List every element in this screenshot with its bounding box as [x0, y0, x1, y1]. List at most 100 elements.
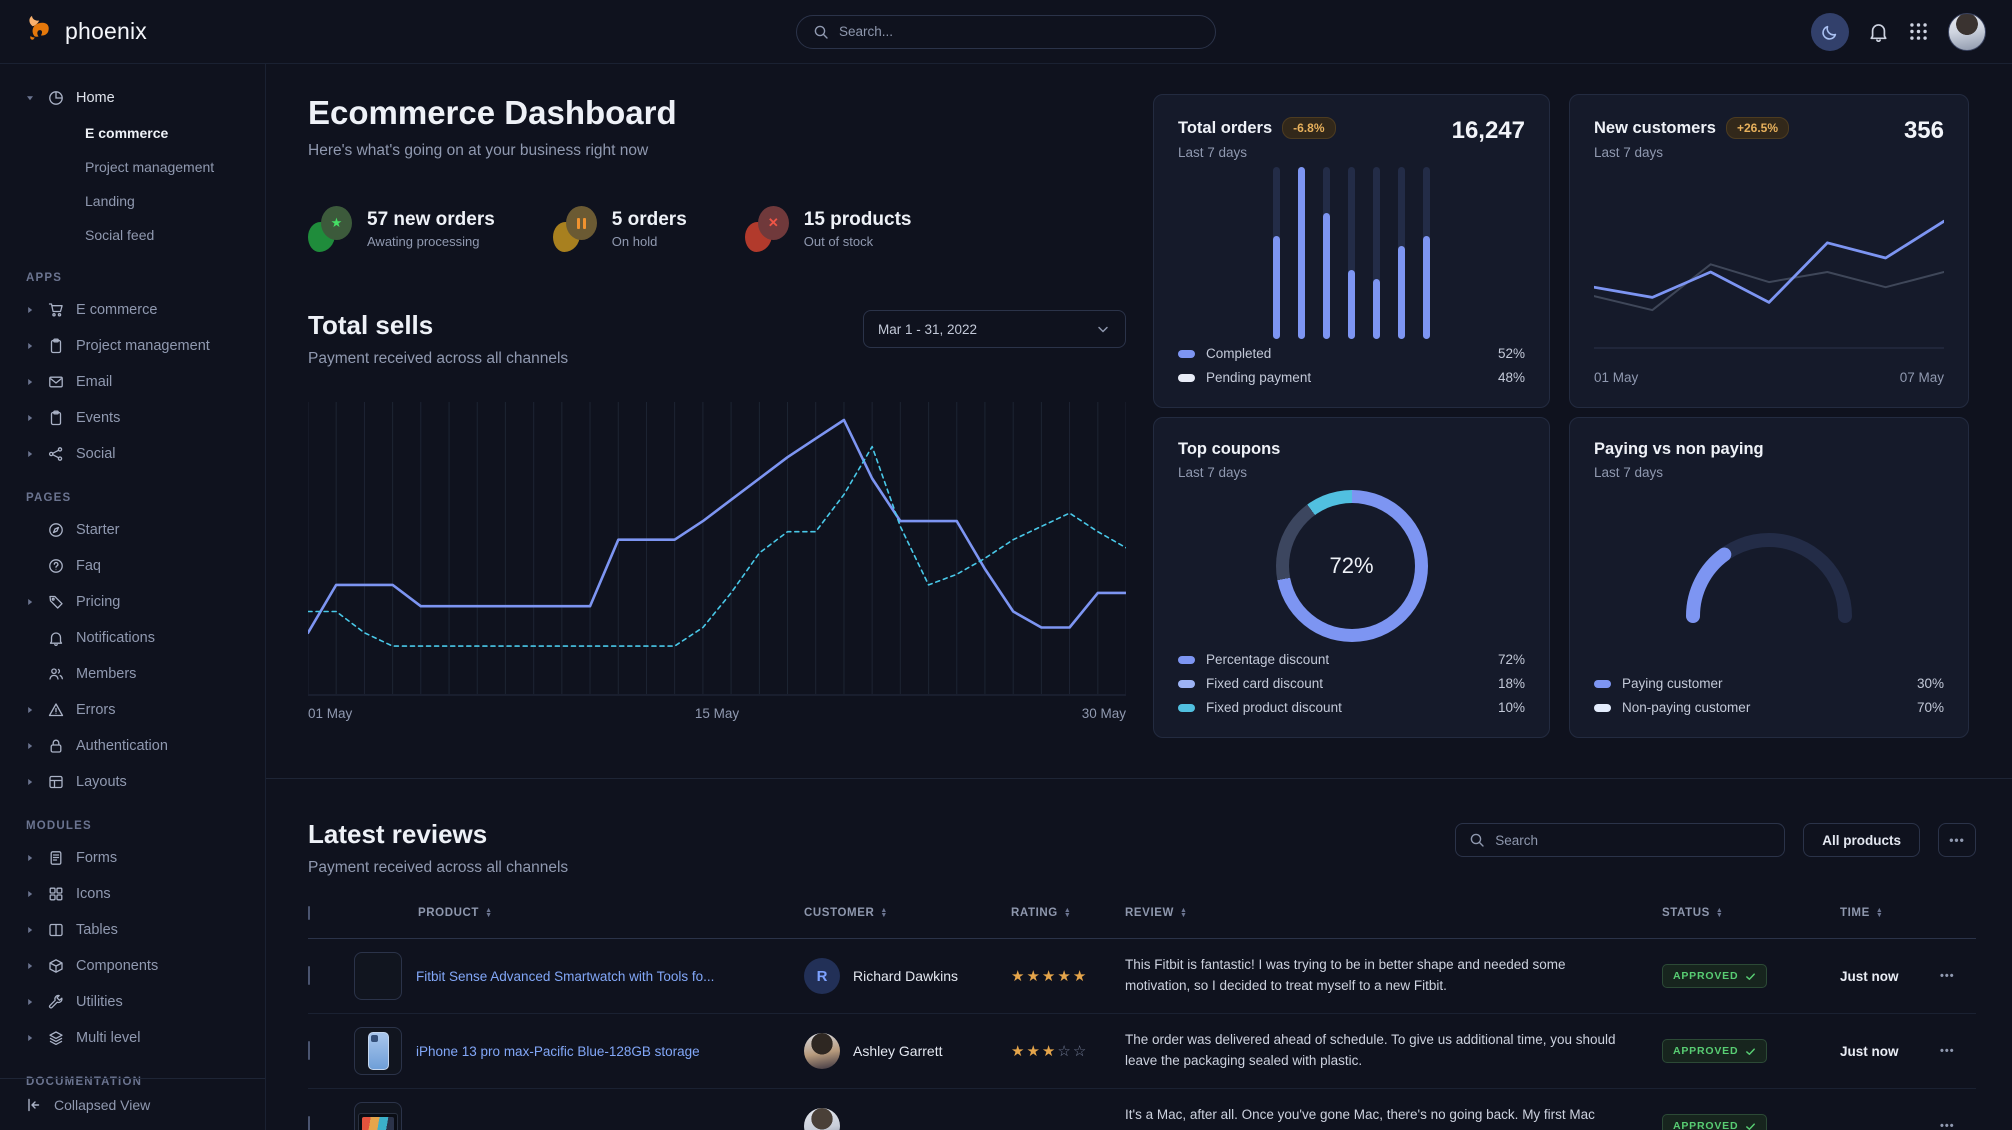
x-stat-icon: ✕ — [744, 206, 789, 252]
legend-value: 30% — [1916, 676, 1944, 691]
clipboard-icon — [48, 410, 64, 426]
caret-right-icon — [26, 998, 36, 1006]
sidebar-item-tables[interactable]: Tables — [0, 912, 265, 948]
row-actions-button[interactable]: ••• — [1940, 970, 1955, 982]
sidebar-item-forms[interactable]: Forms — [0, 840, 265, 876]
row-checkbox[interactable] — [308, 1116, 310, 1130]
moon-icon — [1821, 23, 1839, 41]
top-coupons-legend: Percentage discount 72% Fixed card discoun… — [1178, 652, 1525, 715]
sidebar-subitem-e-commerce[interactable]: E commerce — [85, 125, 169, 141]
sidebar-item-utilities[interactable]: Utilities — [0, 984, 265, 1020]
caret-right-icon — [26, 306, 36, 314]
total-orders-bar-chart — [1273, 167, 1430, 339]
table-row: It's a Mac, after all. Once you've gone … — [308, 1089, 1976, 1130]
top-coupons-legend-item: Percentage discount 72% — [1178, 652, 1525, 667]
sidebar-item-icons[interactable]: Icons — [0, 876, 265, 912]
sidebar-item-faq[interactable]: Faq — [0, 548, 265, 584]
all-products-button[interactable]: All products — [1803, 823, 1920, 857]
sidebar-item-events[interactable]: Events — [0, 400, 265, 436]
users-icon — [48, 666, 64, 682]
apps-menu-button[interactable] — [1908, 21, 1929, 42]
sidebar-item-project-management[interactable]: Project management — [0, 328, 265, 364]
search-icon — [813, 24, 829, 40]
share-icon — [48, 446, 64, 462]
sidebar-item-notifications[interactable]: Notifications — [0, 620, 265, 656]
legend-label: Pending payment — [1206, 370, 1312, 385]
sidebar-item-social[interactable]: Social — [0, 436, 265, 472]
date-range-select[interactable]: Mar 1 - 31, 2022 — [863, 310, 1126, 348]
sidebar-subitem-social-feed[interactable]: Social feed — [85, 227, 155, 243]
legend-value: 18% — [1497, 676, 1525, 691]
new-customers-badge: +26.5% — [1725, 117, 1790, 139]
notifications-button[interactable] — [1868, 21, 1889, 42]
product-link[interactable]: iPhone 13 pro max-Pacific Blue-128GB sto… — [416, 1043, 700, 1059]
sidebar-item-members[interactable]: Members — [0, 656, 265, 692]
stat-disc: ✕ — [757, 206, 789, 240]
star-icon: ★ — [1057, 968, 1073, 985]
phoenix-logo-icon — [26, 14, 56, 49]
top-coupons-title: Top coupons — [1178, 440, 1281, 458]
sidebar-item-pricing[interactable]: Pricing — [0, 584, 265, 620]
column-header-time[interactable]: TIME ▲ ▼ — [1840, 907, 1884, 920]
row-actions-button[interactable]: ••• — [1940, 1120, 1955, 1130]
sidebar-item-layouts[interactable]: Layouts — [0, 764, 265, 800]
sidebar-subitem-project-management[interactable]: Project management — [85, 159, 215, 175]
new-customers-period: Last 7 days — [1594, 145, 1664, 160]
sidebar-subitem-landing[interactable]: Landing — [85, 193, 135, 209]
product-thumbnail[interactable] — [354, 952, 402, 1000]
column-header-status[interactable]: STATUS ▲ ▼ — [1662, 907, 1724, 920]
cart-icon — [48, 302, 64, 318]
total-orders-value: 16,247 — [1451, 117, 1525, 144]
reviews-search[interactable] — [1455, 823, 1786, 857]
legend-swatch — [1594, 679, 1611, 688]
sidebar-item-starter[interactable]: Starter — [0, 512, 265, 548]
sidebar-item-home[interactable]: Home — [0, 80, 265, 116]
date-range-value: Mar 1 - 31, 2022 — [878, 321, 978, 337]
sidebar-item-label: Forms — [76, 850, 118, 866]
total-orders-badge: -6.8% — [1282, 117, 1336, 139]
sidebar-item-label: Tables — [76, 922, 118, 938]
bell-icon — [48, 630, 64, 646]
stat-sublabel: On hold — [611, 234, 658, 249]
column-header-rating[interactable]: RATING ▲ ▼ — [1011, 907, 1072, 920]
product-link[interactable]: Fitbit Sense Advanced Smartwatch with To… — [416, 968, 715, 984]
sidebar-item-authentication[interactable]: Authentication — [0, 728, 265, 764]
row-actions-button[interactable]: ••• — [1940, 1045, 1955, 1057]
sidebar-item-components[interactable]: Components — [0, 948, 265, 984]
sidebar-item-multi-level[interactable]: Multi level — [0, 1020, 265, 1056]
customer-cell: R Richard Dawkins — [804, 958, 1011, 994]
column-header-product[interactable]: PRODUCT ▲ ▼ — [418, 907, 493, 920]
sidebar-item-email[interactable]: Email — [0, 364, 265, 400]
caret-right-icon — [26, 926, 36, 934]
stat-text: 15 products Out of stock — [804, 209, 912, 249]
legend-value: 10% — [1497, 700, 1525, 715]
brand[interactable]: phoenix — [26, 14, 147, 49]
select-all-checkbox[interactable] — [308, 906, 310, 921]
topbar-search-input[interactable] — [839, 24, 1199, 39]
column-header-customer[interactable]: CUSTOMER ▲ ▼ — [804, 907, 888, 920]
sidebar-item-e-commerce[interactable]: E commerce — [0, 292, 265, 328]
order-bar — [1323, 167, 1330, 339]
star-icon: ☆ — [1072, 1043, 1089, 1060]
top-coupons-card: Top coupons Last 7 days 72% Percentage d… — [1153, 417, 1550, 738]
sidebar-section-label: DOCUMENTATION — [26, 1076, 143, 1088]
total-sells-chart: 01 May 15 May 30 May — [308, 398, 1126, 721]
caret-right-icon — [26, 378, 36, 386]
topbar-search[interactable] — [796, 14, 1216, 49]
sidebar-item-errors[interactable]: Errors — [0, 692, 265, 728]
row-checkbox[interactable] — [308, 966, 310, 985]
status-badge: APPROVED — [1662, 964, 1768, 988]
topbar: phoenix — [0, 0, 2012, 64]
reviews-more-button[interactable]: ••• — [1938, 823, 1976, 857]
top-coupons-donut-chart: 72% — [1275, 490, 1428, 642]
product-cell: Fitbit Sense Advanced Smartwatch with To… — [354, 952, 804, 1000]
product-thumbnail[interactable] — [354, 1102, 402, 1130]
user-avatar[interactable] — [1948, 12, 1986, 51]
product-thumbnail[interactable] — [354, 1027, 402, 1075]
collapse-sidebar-button[interactable]: Collapsed View — [0, 1078, 265, 1130]
laptop-thumb-art — [358, 1113, 398, 1130]
row-checkbox[interactable] — [308, 1041, 310, 1060]
reviews-search-input[interactable] — [1495, 832, 1772, 848]
theme-toggle-button[interactable] — [1811, 12, 1849, 51]
column-header-review[interactable]: REVIEW ▲ ▼ — [1125, 907, 1188, 920]
